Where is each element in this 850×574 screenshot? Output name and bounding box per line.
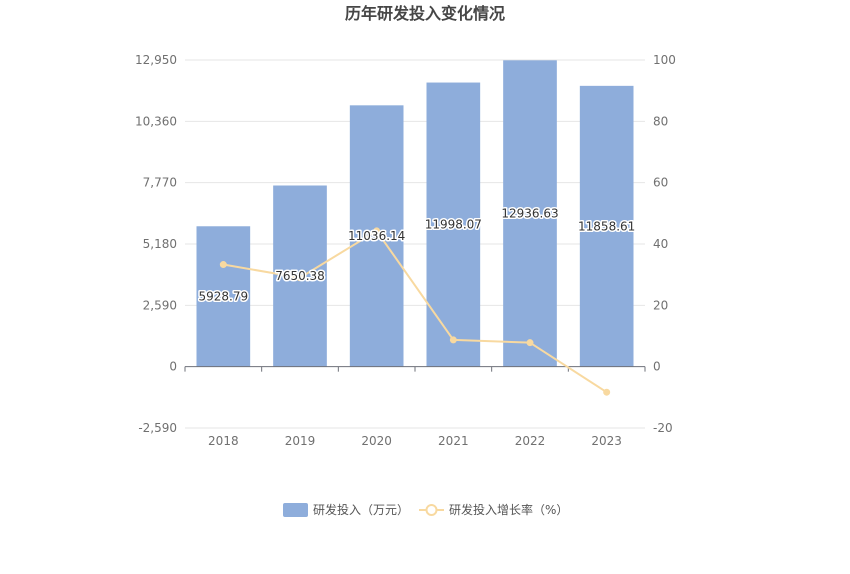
left-y-axis: -2,590 0 2,590 5,180 7,770 10,360 12,950 xyxy=(135,53,177,435)
bar xyxy=(196,226,251,367)
right-tick-label: 80 xyxy=(653,114,668,128)
legend-swatch-line-marker xyxy=(425,504,438,516)
left-tick-label: 0 xyxy=(169,360,177,374)
right-tick-label: 0 xyxy=(653,360,661,374)
x-tick-label: 2022 xyxy=(515,434,546,448)
x-tick-label: 2019 xyxy=(285,434,316,448)
legend-label-bar: 研发投入（万元） xyxy=(313,502,409,517)
line-point xyxy=(296,274,304,282)
bar-data-label: 11036.14 xyxy=(348,229,405,243)
bar xyxy=(349,105,404,367)
left-tick-label: -2,590 xyxy=(138,421,177,435)
x-tick-label: 2020 xyxy=(361,434,392,448)
right-tick-label: 20 xyxy=(653,298,668,312)
line-point xyxy=(449,336,457,344)
chart-title: 历年研发投入变化情况 xyxy=(345,4,505,23)
line-point xyxy=(603,388,611,396)
bar-data-label: 11858.61 xyxy=(578,219,635,233)
left-tick-label: 10,360 xyxy=(135,114,177,128)
legend-item-bar[interactable]: 研发投入（万元） xyxy=(283,502,409,517)
left-tick-label: 12,950 xyxy=(135,53,177,67)
left-tick-label: 5,180 xyxy=(143,237,177,251)
right-y-axis: -20 0 20 40 60 80 100 xyxy=(653,53,676,435)
data-labels: 5928.79 7650.38 11036.14 11998.07 12936.63 11… xyxy=(197,205,637,305)
right-tick-label: 40 xyxy=(653,237,668,251)
bar-series xyxy=(196,60,634,367)
legend-swatch-bar xyxy=(283,503,308,517)
right-tick-label: -20 xyxy=(653,421,673,435)
line-point xyxy=(219,261,227,269)
line-point xyxy=(373,227,381,235)
right-tick-label: 100 xyxy=(653,53,676,67)
line-series xyxy=(219,227,611,396)
legend-item-line[interactable]: 研发投入增长率（%） xyxy=(419,502,568,517)
bar xyxy=(503,60,557,367)
x-axis: 2018 2019 2020 2021 2022 2023 xyxy=(184,366,646,448)
bar-data-label: 11998.07 xyxy=(425,218,482,232)
left-tick-label: 7,770 xyxy=(143,176,177,190)
right-tick-label: 60 xyxy=(653,176,668,190)
grid-lines xyxy=(185,59,645,429)
growth-rate-line xyxy=(223,229,608,394)
x-tick-label: 2021 xyxy=(438,434,469,448)
legend: 研发投入（万元） 研发投入增长率（%） xyxy=(283,502,568,517)
bar-data-label: 5928.79 xyxy=(199,289,249,303)
line-point xyxy=(526,339,534,347)
bar xyxy=(579,85,634,367)
bar-data-label: 12936.63 xyxy=(501,206,558,220)
legend-label-line: 研发投入增长率（%） xyxy=(449,502,568,517)
bar xyxy=(426,82,481,367)
left-tick-label: 2,590 xyxy=(143,298,177,312)
x-tick-label: 2023 xyxy=(591,434,622,448)
bar-data-label: 7650.38 xyxy=(275,269,325,283)
x-tick-label: 2018 xyxy=(208,434,239,448)
